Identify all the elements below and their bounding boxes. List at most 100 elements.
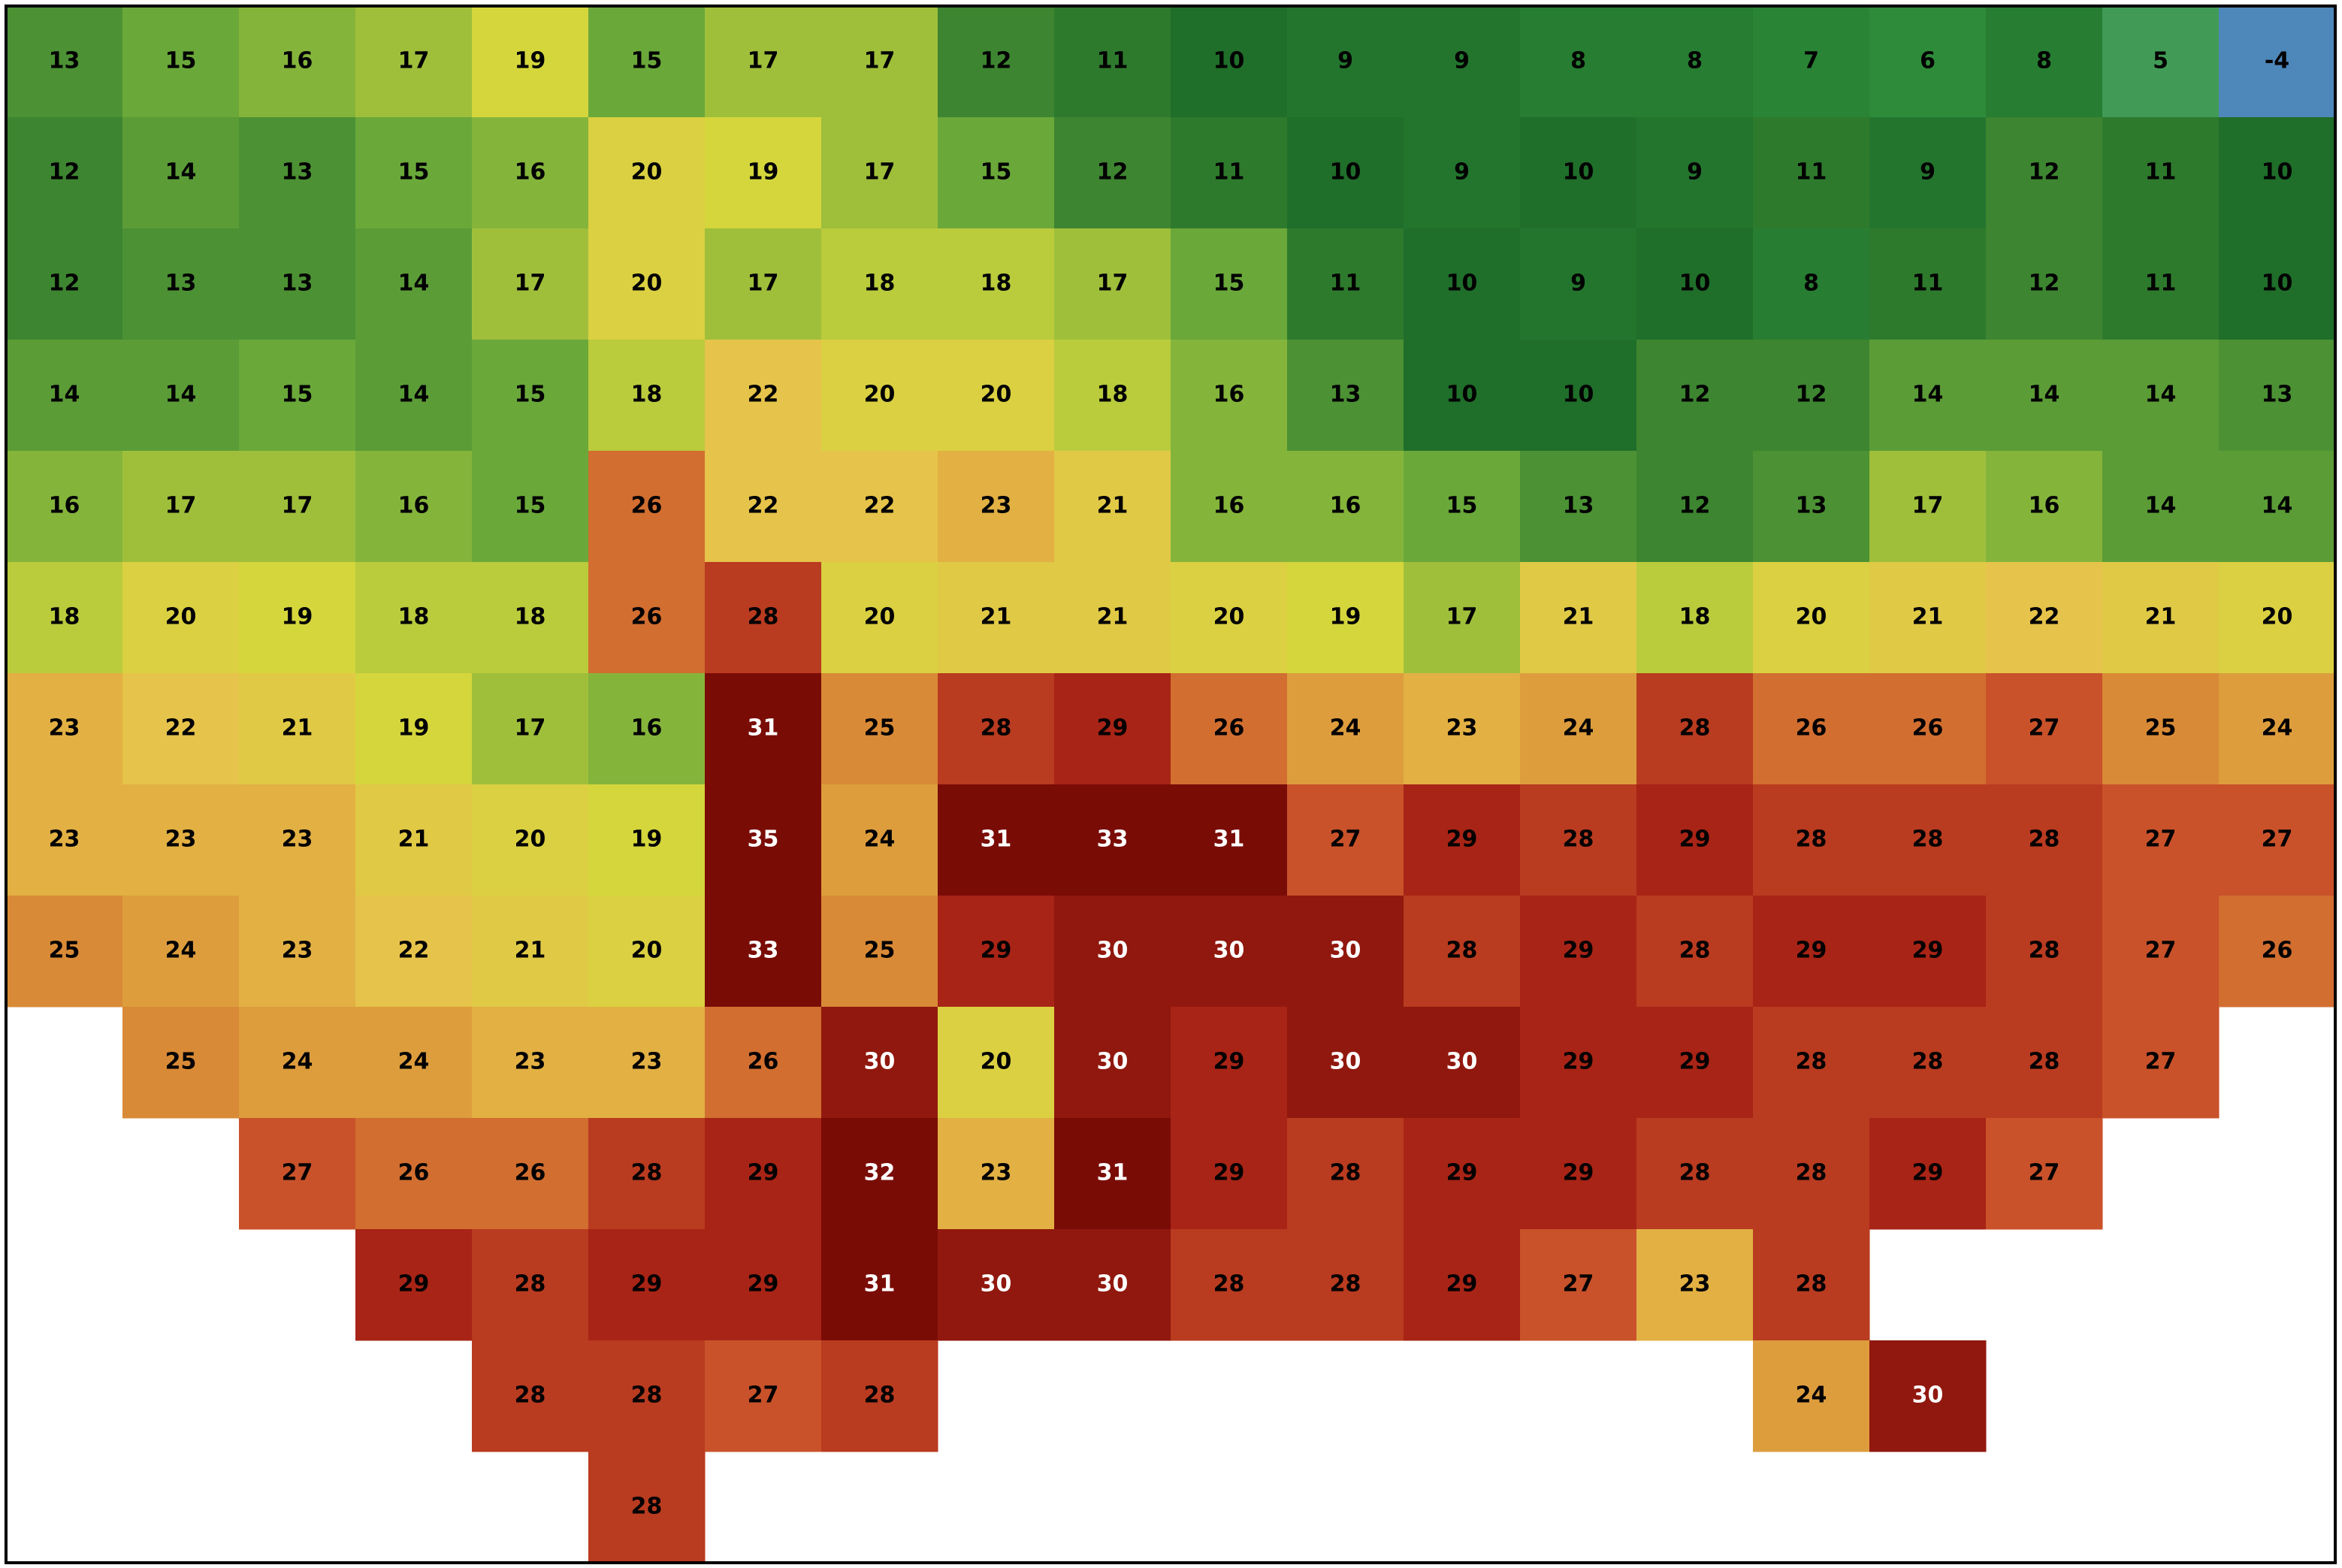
- temperature-label: 21: [398, 826, 430, 853]
- temperature-label: 12: [49, 159, 80, 186]
- temperature-label: 17: [282, 493, 313, 519]
- temperature-cell: [239, 228, 356, 340]
- temperature-label: 22: [165, 715, 197, 742]
- temperature-cell: [1986, 6, 2103, 118]
- temperature-cell: [1869, 340, 1987, 452]
- temperature-cell: [239, 1118, 356, 1230]
- temperature-label: 17: [1446, 604, 1478, 630]
- temperature-label: 16: [1330, 493, 1361, 519]
- temperature-cell: [122, 896, 240, 1008]
- temperature-label: 32: [864, 1160, 896, 1186]
- temperature-label: 19: [282, 604, 313, 630]
- temperature-label: 28: [1912, 826, 1944, 853]
- temperature-cell: [705, 1340, 822, 1452]
- temperature-label: 12: [1097, 159, 1129, 186]
- temperature-cell: [1869, 562, 1987, 674]
- temperature-label: 25: [165, 1049, 197, 1075]
- temperature-cell: [1404, 1118, 1521, 1230]
- temperature-label: 24: [864, 826, 896, 853]
- temperature-cell: [1636, 340, 1754, 452]
- temperature-label: 9: [1687, 159, 1703, 186]
- temperature-label: 9: [1920, 159, 1936, 186]
- temperature-label: 28: [1213, 1271, 1245, 1298]
- temperature-cell: [472, 1007, 589, 1119]
- temperature-label: -4: [2265, 48, 2289, 74]
- temperature-cell: [1986, 562, 2103, 674]
- temperature-label: 31: [748, 715, 779, 742]
- temperature-cell: [1287, 784, 1404, 896]
- temperature-cell: [1636, 1007, 1754, 1119]
- temperature-label: 10: [1563, 159, 1594, 186]
- temperature-cell: [821, 1229, 938, 1341]
- temperature-cell: [1287, 1229, 1404, 1341]
- temperature-label: 24: [1330, 715, 1361, 742]
- temperature-label: 20: [515, 826, 546, 853]
- temperature-label: 23: [981, 1160, 1012, 1186]
- temperature-label: 14: [2145, 493, 2177, 519]
- temperature-cell: [1753, 562, 1870, 674]
- temperature-label: 10: [1330, 159, 1361, 186]
- temperature-cell: [938, 784, 1055, 896]
- temperature-label: 15: [981, 159, 1012, 186]
- temperature-cell: [821, 784, 938, 896]
- temperature-cell: [1753, 673, 1870, 785]
- temperature-label: 24: [165, 938, 197, 964]
- temperature-label: 10: [2262, 270, 2293, 297]
- temperature-label: 31: [1213, 826, 1245, 853]
- temperature-label: 25: [864, 938, 896, 964]
- temperature-cell: [1636, 673, 1754, 785]
- temperature-label: 10: [1563, 382, 1594, 408]
- temperature-cell: [821, 1007, 938, 1119]
- temperature-label: 15: [515, 382, 546, 408]
- temperature-cell: [1753, 6, 1870, 118]
- temperature-cell: [2219, 117, 2336, 229]
- temperature-label: 29: [631, 1271, 663, 1298]
- temperature-label: 16: [1213, 493, 1245, 519]
- temperature-cell: [472, 451, 589, 563]
- temperature-label: 11: [1796, 159, 1827, 186]
- temperature-cell: [355, 6, 473, 118]
- temperature-cell: [1869, 228, 1987, 340]
- temperature-cell: [239, 673, 356, 785]
- temperature-label: 26: [1796, 715, 1827, 742]
- temperature-label: 13: [282, 159, 313, 186]
- temperature-label: 16: [631, 715, 663, 742]
- temperature-cell: [1636, 784, 1754, 896]
- temperature-cell: [2219, 228, 2336, 340]
- temperature-label: 28: [1563, 826, 1594, 853]
- temperature-label: 23: [165, 826, 197, 853]
- temperature-cell: [355, 896, 473, 1008]
- temperature-label: 17: [864, 48, 896, 74]
- temperature-cell: [1054, 1229, 1171, 1341]
- temperature-cell: [1404, 340, 1521, 452]
- temperature-label: 9: [1454, 159, 1470, 186]
- temperature-label: 31: [1097, 1160, 1129, 1186]
- temperature-cell: [1636, 451, 1754, 563]
- temperature-cell: [1520, 784, 1637, 896]
- temperature-label: 28: [515, 1271, 546, 1298]
- temperature-label: 20: [165, 604, 197, 630]
- temperature-label: 30: [981, 1271, 1012, 1298]
- temperature-label: 23: [282, 938, 313, 964]
- temperature-cell: [239, 1007, 356, 1119]
- temperature-label: 30: [1213, 938, 1245, 964]
- temperature-cell: [1287, 451, 1404, 563]
- temperature-label: 28: [2029, 826, 2060, 853]
- temperature-label: 14: [165, 382, 197, 408]
- temperature-label: 18: [1097, 382, 1129, 408]
- temperature-field: 13 15 16 17 19 15 17 17 12 11 10 9 9 8 8 7 6 8 5 -4 12 14 13 15…: [6, 6, 2336, 1563]
- temperature-cell: [1753, 1229, 1870, 1341]
- temperature-label: 5: [2153, 48, 2168, 74]
- temperature-label: 15: [631, 48, 663, 74]
- temperature-cell: [1171, 6, 1288, 118]
- temperature-label: 14: [165, 159, 197, 186]
- temperature-cell: [1054, 1007, 1171, 1119]
- temperature-label: 11: [2145, 270, 2177, 297]
- temperature-label: 16: [2029, 493, 2060, 519]
- temperature-cell: [1404, 562, 1521, 674]
- temperature-label: 28: [515, 1382, 546, 1409]
- temperature-cell: [2102, 562, 2220, 674]
- temperature-cell: [6, 6, 123, 118]
- temperature-cell: [6, 896, 123, 1008]
- temperature-label: 11: [1330, 270, 1361, 297]
